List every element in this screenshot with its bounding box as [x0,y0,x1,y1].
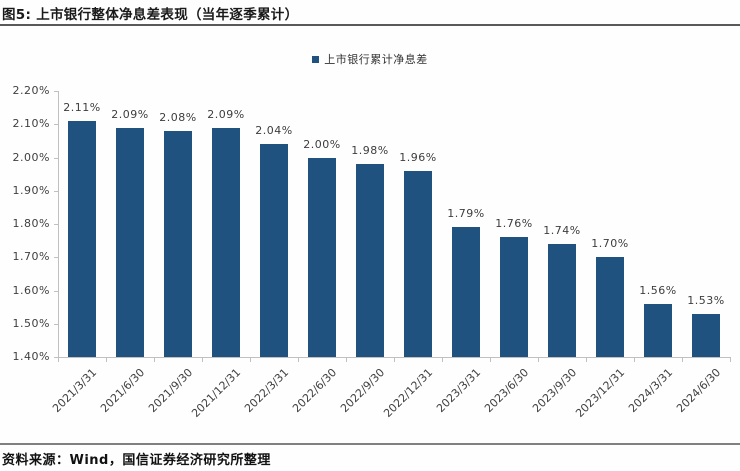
bar-value-label: 2.04% [255,124,293,138]
bar-value-label: 1.74% [543,223,581,237]
bar [404,170,432,357]
y-axis-label: 2.10% [12,117,50,131]
x-axis-tick [202,358,203,362]
legend-label: 上市银行累计净息差 [324,53,428,66]
y-axis-label: 1.70% [12,250,50,264]
bar-value-label: 2.11% [63,100,101,114]
x-axis-tick [346,358,347,362]
y-axis-label: 1.90% [12,183,50,197]
x-axis-tick [634,358,635,362]
bar [452,227,480,357]
x-axis-tick [490,358,491,362]
bar [596,257,624,357]
x-axis-tick [682,358,683,362]
y-axis-label: 2.00% [12,150,50,164]
bar [500,237,528,357]
bar [644,303,672,357]
x-axis-tick [298,358,299,362]
legend-swatch [312,55,320,63]
bar [260,144,288,357]
y-axis-tick [54,357,58,358]
bar [692,313,720,357]
y-axis-tick [54,91,58,92]
x-axis-tick [58,358,59,362]
y-axis-tick [54,124,58,126]
x-axis-tick [250,358,251,362]
y-axis-tick [54,323,58,325]
x-axis-tick [154,358,155,362]
x-axis-tick [106,358,107,362]
bar-value-label: 1.56% [639,283,677,297]
y-axis-tick [54,224,58,225]
x-axis-line [58,357,731,358]
bar-value-label: 2.09% [207,107,245,121]
title-divider [0,24,740,26]
x-axis-tick [394,358,395,362]
y-axis-tick [54,190,58,192]
x-axis-tick [442,358,443,362]
bar-value-label: 1.76% [495,217,533,231]
y-axis-label: 1.50% [12,316,50,330]
bar-value-label: 1.96% [399,150,437,164]
x-axis-tick [538,358,539,362]
bar [68,120,96,357]
x-axis-tick [730,358,731,362]
figure-title: 图5: 上市银行整体净息差表现（当年逐季累计） [2,7,299,23]
y-axis-label: 1.80% [12,217,50,230]
chart-legend: 上市银行累计净息差 [0,51,740,67]
bar [308,157,336,357]
bar-value-label: 1.70% [591,237,629,251]
bar [116,127,144,357]
bar-value-label: 2.08% [159,110,197,124]
bar-value-label: 2.09% [111,107,149,121]
bar-value-label: 1.98% [351,144,389,158]
y-axis-label: 1.60% [12,283,50,297]
footer-divider [0,443,740,445]
y-axis-tick [54,157,58,159]
bar [212,127,240,357]
y-axis-tick [54,257,58,259]
y-axis-line [58,91,59,358]
bar [356,164,384,357]
bar-value-label: 1.79% [447,207,485,221]
bar [548,243,576,357]
x-axis-tick [586,358,587,362]
y-axis-label: 1.40% [12,350,50,363]
bar [164,130,192,357]
bar-value-label: 2.00% [303,137,341,151]
source-note: 资料来源：Wind，国信证券经济研究所整理 [2,453,271,468]
bar-value-label: 1.53% [687,293,725,307]
y-axis-tick [54,290,58,292]
y-axis-label: 2.20% [12,84,50,97]
